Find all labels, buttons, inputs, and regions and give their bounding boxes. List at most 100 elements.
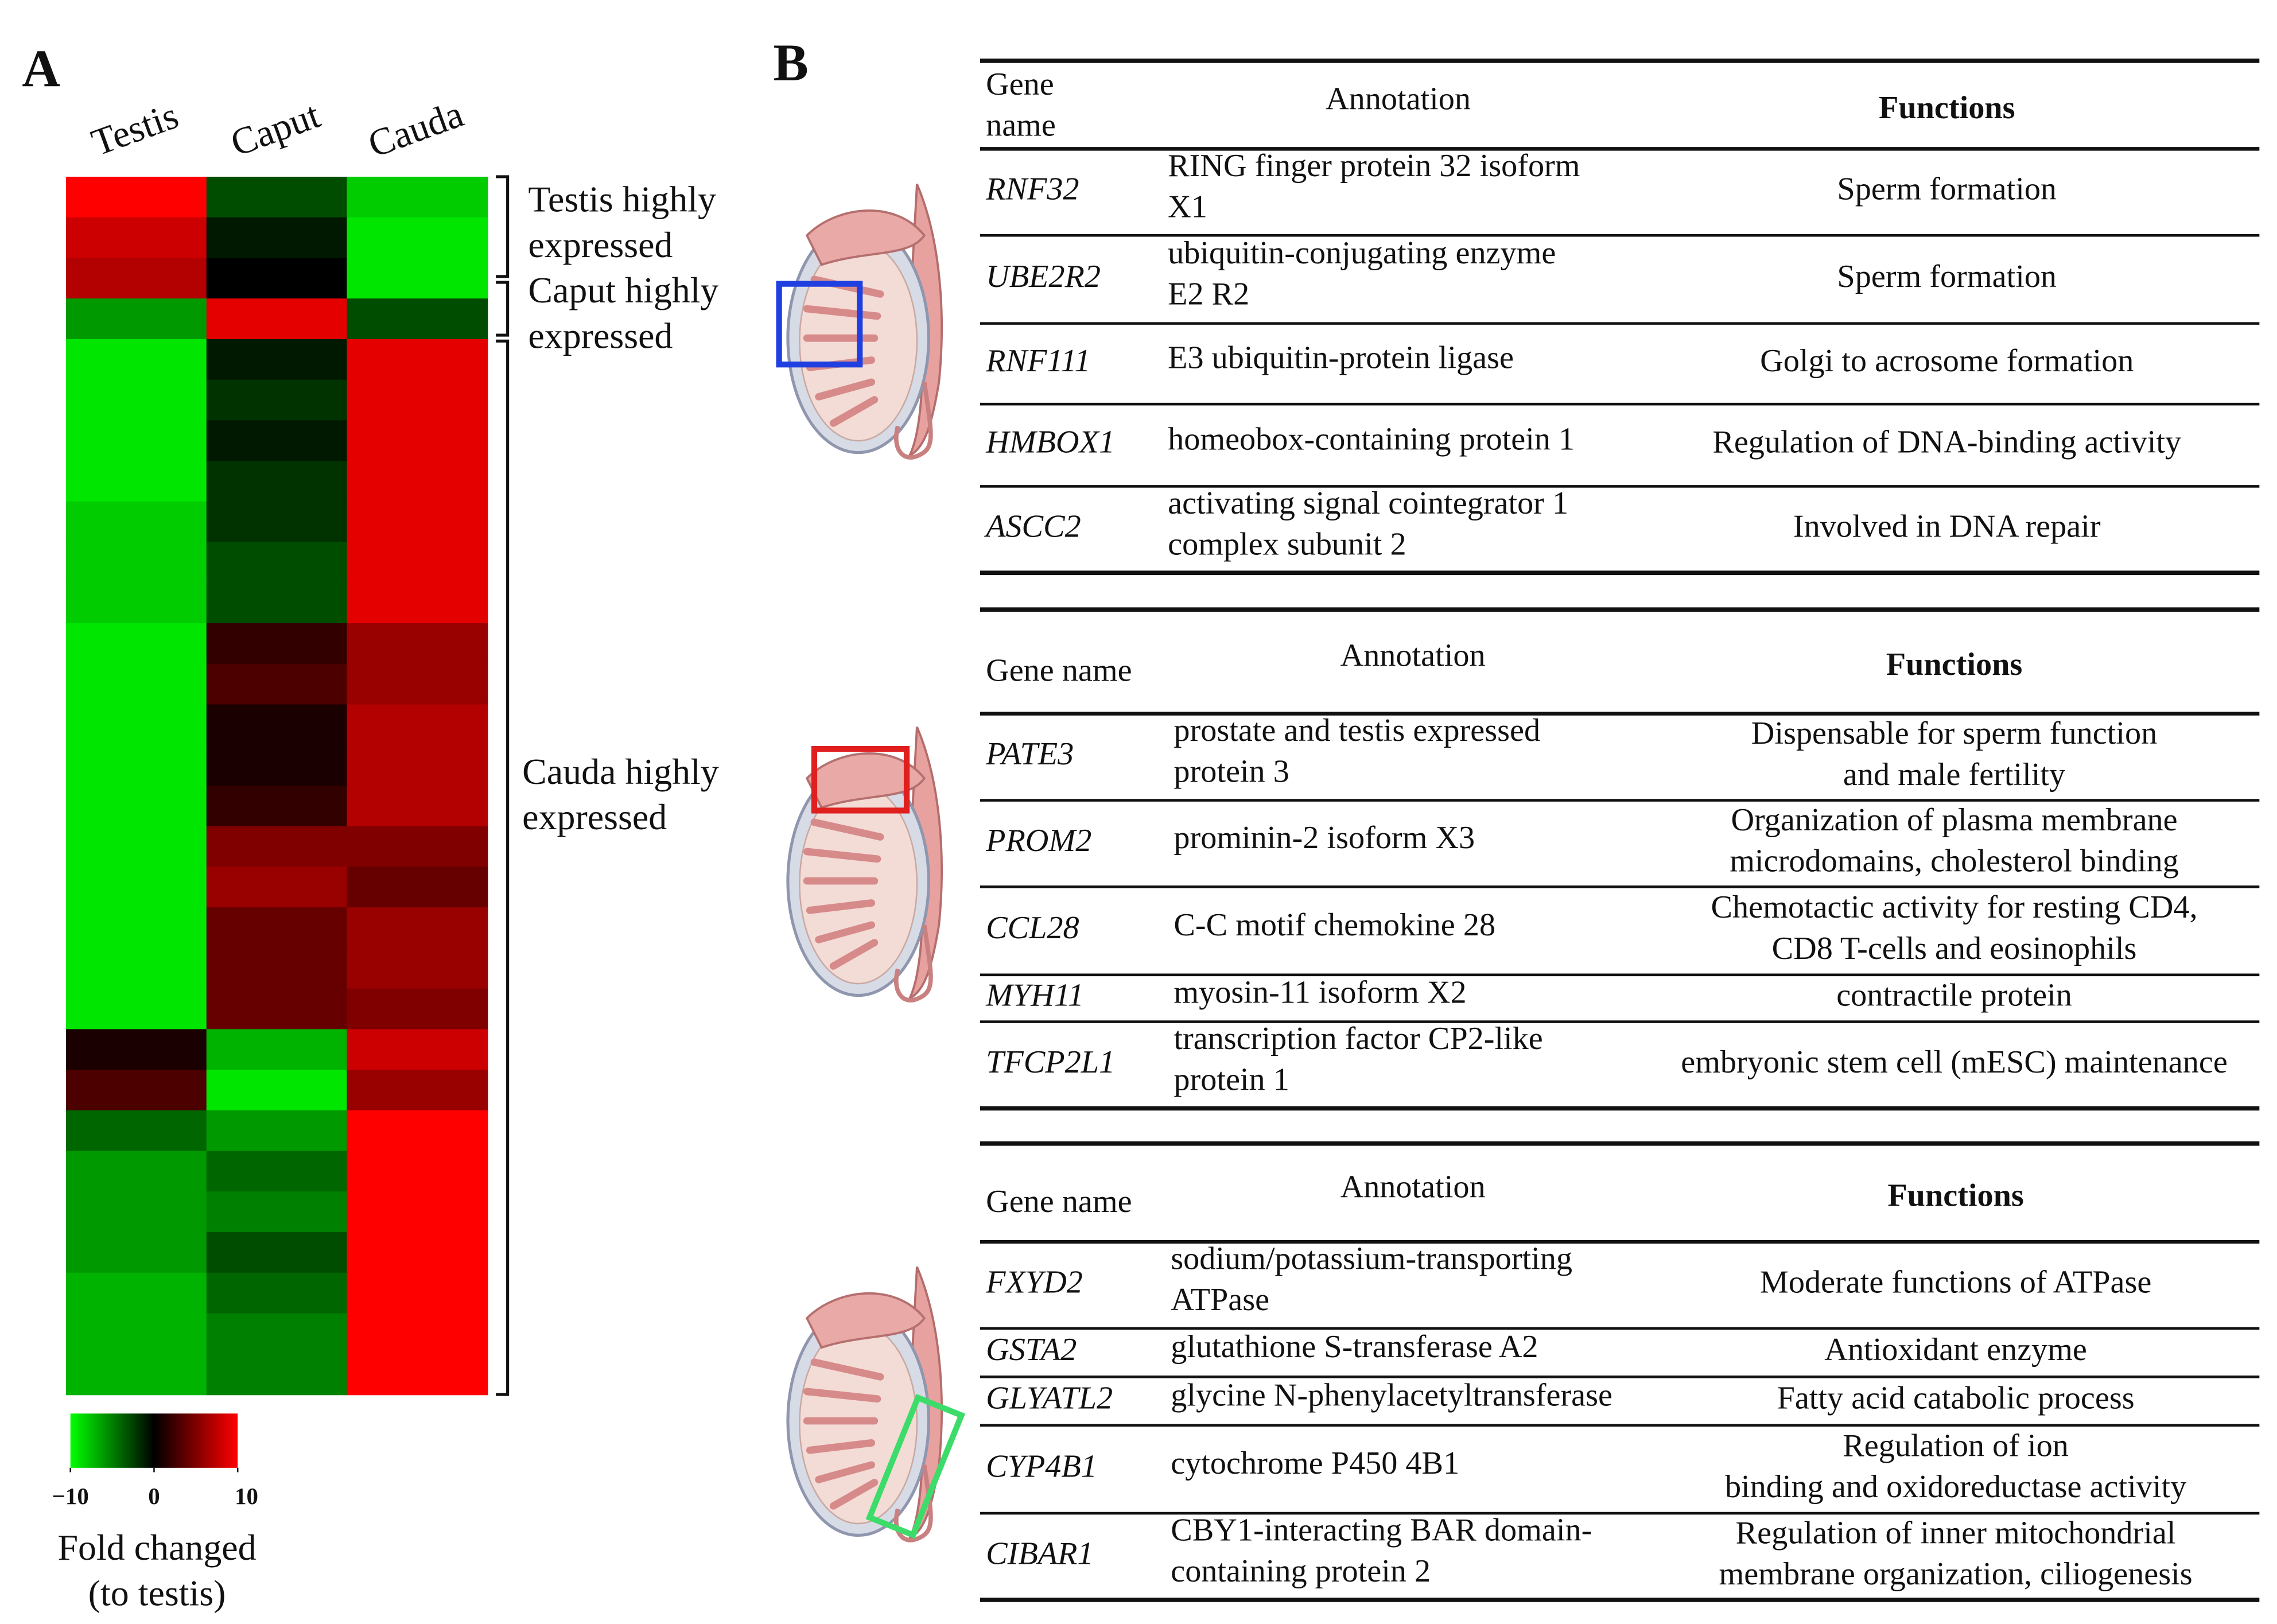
heat-cell: [206, 1354, 348, 1396]
cell-text: E2 R2: [1168, 277, 1249, 312]
cell-text: contractile protein: [1836, 978, 2072, 1013]
group-label: Cauda highly: [522, 751, 719, 792]
cell-text: Golgi to acrosome formation: [1760, 343, 2134, 379]
cell-text: Organization of plasma membrane: [1731, 802, 2177, 838]
heat-cell: [347, 826, 488, 868]
cell-text: CCL28: [986, 910, 1079, 946]
heat-cell: [347, 1029, 488, 1071]
cell-text: Annotation: [1340, 1169, 1486, 1205]
cell-text: CD8 T-cells and eosinophils: [1772, 931, 2137, 966]
colorbar-tick-label: 10: [235, 1483, 258, 1509]
panel-label: B: [773, 33, 808, 92]
heat-cell: [206, 176, 348, 218]
cell-text: Annotation: [1326, 81, 1471, 116]
heat-cell: [66, 988, 208, 1030]
heat-cell: [347, 542, 488, 584]
cell-text: HMBOX1: [985, 425, 1115, 460]
heat-cell: [206, 1232, 348, 1274]
heat-cell: [66, 663, 208, 705]
heat-cell: [66, 339, 208, 380]
heat-cell: [66, 1313, 208, 1355]
heat-cell: [66, 582, 208, 624]
cell-text: RNF32: [985, 172, 1079, 207]
heat-cell: [347, 663, 488, 705]
cell-text: CYP4B1: [986, 1448, 1097, 1484]
heat-cell: [206, 379, 348, 421]
heat-cell: [347, 217, 488, 259]
cell-text: glycine N-phenylacetyltransferase: [1171, 1377, 1612, 1413]
cell-text: Regulation of ion: [1843, 1428, 2069, 1464]
heat-cell: [66, 1151, 208, 1192]
heat-cell: [206, 704, 348, 746]
cell-text: complex subunit 2: [1168, 526, 1406, 562]
cell-text: GSTA2: [986, 1332, 1077, 1367]
cell-text: Fatty acid catabolic process: [1777, 1380, 2135, 1416]
heat-cell: [66, 542, 208, 584]
colorbar-tick-label: 0: [148, 1483, 160, 1509]
heat-cell: [347, 1313, 488, 1355]
group-label: Caput highly: [528, 270, 718, 310]
heat-cell: [206, 217, 348, 259]
colorbar-tick-label: −10: [52, 1483, 89, 1509]
cell-text: Functions: [1879, 90, 2015, 126]
heat-cell: [66, 176, 208, 218]
heat-cell: [347, 1070, 488, 1112]
cell-text: E3 ubiquitin-protein ligase: [1168, 340, 1514, 376]
cell-text: Gene: [986, 67, 1054, 102]
heat-cell: [347, 339, 488, 380]
heat-cell: [66, 379, 208, 421]
heat-cell: [206, 988, 348, 1030]
heat-cell: [347, 785, 488, 827]
cell-text: ubiquitin-conjugating enzyme: [1168, 235, 1556, 271]
illustration: [788, 727, 942, 1000]
heat-cell: [206, 907, 348, 949]
column-label: Cauda: [363, 93, 469, 166]
cell-text: myosin-11 isoform X2: [1174, 974, 1466, 1010]
cell-text: prominin-2 isoform X3: [1174, 820, 1475, 856]
heat-cell: [347, 867, 488, 908]
cell-text: containing protein 2: [1171, 1553, 1431, 1589]
group-label: expressed: [522, 797, 667, 837]
cell-text: MYH11: [985, 978, 1084, 1013]
heat-cell: [66, 623, 208, 665]
heat-cell: [66, 745, 208, 787]
cell-text: PATE3: [985, 736, 1074, 772]
heat-cell: [206, 663, 348, 705]
heat-cell: [347, 1354, 488, 1396]
heat-cell: [66, 298, 208, 340]
bracket: [496, 175, 510, 278]
cell-text: membrane organization, ciliogenesis: [1719, 1556, 2193, 1592]
cell-text: Involved in DNA repair: [1793, 509, 2101, 545]
heat-cell: [206, 867, 348, 908]
bracket: [496, 339, 510, 1396]
heat-cell: [347, 1272, 488, 1314]
heat-cell: [206, 582, 348, 624]
heat-cell: [347, 258, 488, 300]
heat-cell: [347, 1110, 488, 1152]
panel-label: A: [22, 39, 60, 98]
heat-cell: [347, 947, 488, 989]
cell-text: Gene name: [986, 1184, 1132, 1219]
cell-text: GLYATL2: [986, 1380, 1113, 1416]
cell-text: Antioxidant enzyme: [1824, 1332, 2087, 1367]
cell-text: protein 1: [1174, 1062, 1289, 1098]
heat-cell: [66, 907, 208, 949]
illustration: [788, 184, 942, 457]
heat-cell: [347, 623, 488, 665]
cell-text: cytochrome P450 4B1: [1171, 1446, 1459, 1481]
colorbar-caption: (to testis): [88, 1573, 226, 1614]
cell-text: embryonic stem cell (mESC) maintenance: [1681, 1044, 2228, 1080]
heat-cell: [206, 1029, 348, 1071]
heat-cell: [206, 339, 348, 380]
cell-text: sodium/potassium-transporting: [1171, 1241, 1572, 1277]
cell-text: transcription factor CP2-like: [1174, 1021, 1542, 1056]
colorbar: [70, 1413, 238, 1468]
heat-cell: [347, 1151, 488, 1192]
cell-text: prostate and testis expressed: [1174, 713, 1540, 748]
heat-cell: [347, 420, 488, 462]
heat-cell: [206, 461, 348, 503]
bracket: [496, 281, 510, 337]
cell-text: CIBAR1: [986, 1536, 1093, 1571]
cell-text: Regulation of inner mitochondrial: [1736, 1516, 2176, 1551]
